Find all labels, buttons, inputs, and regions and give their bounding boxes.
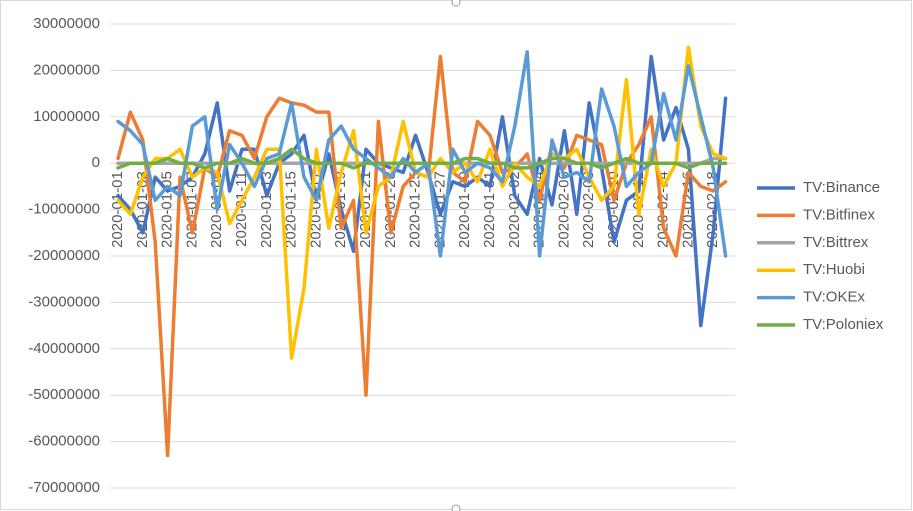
series-line (116, 147, 728, 170)
y-tick-label: -40000000 (28, 340, 100, 357)
y-tick-label: -10000000 (28, 201, 100, 218)
x-tick-label: 2020-02-08 (580, 171, 597, 248)
legend-label: TV:OKEx (803, 289, 865, 306)
x-tick-label: 2020-01-01 (109, 171, 126, 248)
legend-label: TV:Bittrex (803, 234, 869, 251)
legend-label: TV:Bitfinex (803, 206, 875, 223)
x-tick-label: 2020-02-02 (506, 171, 523, 248)
series-line (116, 45, 728, 360)
resize-handle[interactable] (451, 0, 461, 7)
y-tick-label: 20000000 (33, 61, 100, 78)
x-tick-label: 2020-01-29 (456, 171, 473, 248)
legend-label: TV:Binance (803, 179, 880, 196)
legend-label: TV:Huobi (803, 261, 865, 278)
y-tick-label: -50000000 (28, 386, 100, 403)
series-line (116, 50, 728, 258)
x-tick-label: 2020-02-06 (555, 171, 572, 248)
y-tick-label: 10000000 (33, 108, 100, 125)
y-tick-label: 30000000 (33, 15, 100, 32)
x-tick-label: 2020-01-15 (283, 171, 300, 248)
x-tick-label: 2020-01-25 (407, 171, 424, 248)
series-line (116, 54, 728, 328)
x-tick-label: 2020-01-31 (481, 171, 498, 248)
y-tick-label: -30000000 (28, 293, 100, 310)
x-tick-label: 2020-01-07 (183, 171, 200, 248)
y-tick-label: -70000000 (28, 479, 100, 496)
legend-label: TV:Poloniex (803, 316, 884, 333)
y-tick-label: 0 (92, 154, 100, 171)
y-tick-label: -60000000 (28, 433, 100, 450)
y-tick-label: -20000000 (28, 247, 100, 264)
resize-handle[interactable] (451, 504, 461, 511)
